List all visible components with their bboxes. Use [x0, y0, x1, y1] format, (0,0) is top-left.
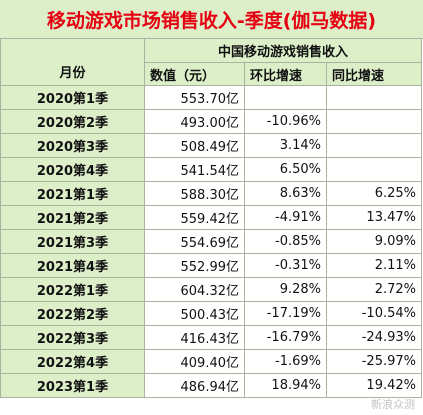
- yoy-cell: 13.47%: [326, 205, 422, 230]
- table-row: 2023第1季 486.94亿 18.94% 19.42%: [0, 373, 422, 398]
- yoy-cell: [326, 157, 422, 182]
- table-row: 2021第2季 559.42亿 -4.91% 13.47%: [0, 205, 422, 230]
- qoq-cell: -0.85%: [244, 229, 327, 254]
- table-row: 2022第3季 416.43亿 -16.79% -24.93%: [0, 325, 422, 350]
- period-cell: 2020第3季: [0, 133, 145, 158]
- group-header: 中国移动游戏销售收入: [144, 38, 422, 63]
- value-cell: 588.30亿: [144, 181, 245, 206]
- yoy-cell: -24.93%: [326, 325, 422, 350]
- yoy-cell: 19.42%: [326, 373, 422, 398]
- value-header: 数值（元）: [144, 62, 245, 86]
- qoq-cell: -10.96%: [244, 109, 327, 134]
- value-cell: 559.42亿: [144, 205, 245, 230]
- qoq-cell: [244, 85, 327, 110]
- yoy-cell: [326, 109, 422, 134]
- qoq-header: 环比增速: [244, 62, 327, 86]
- qoq-cell: -16.79%: [244, 325, 327, 350]
- period-cell: 2020第4季: [0, 157, 145, 182]
- table-row: 2020第1季 553.70亿: [0, 85, 422, 110]
- qoq-cell: 9.28%: [244, 277, 327, 302]
- qoq-cell: -0.31%: [244, 253, 327, 278]
- header-row-columns: 数值（元） 环比增速 同比增速: [1, 62, 422, 86]
- table-row: 2022第1季 604.32亿 9.28% 2.72%: [0, 277, 422, 302]
- value-cell: 554.69亿: [144, 229, 245, 254]
- value-cell: 493.00亿: [144, 109, 245, 134]
- qoq-cell: -4.91%: [244, 205, 327, 230]
- yoy-cell: 2.11%: [326, 253, 422, 278]
- revenue-table: 月份 中国移动游戏销售收入 数值（元） 环比增速 同比增速 2020第1季 553…: [0, 38, 422, 398]
- table-row: 2022第4季 409.40亿 -1.69% -25.97%: [0, 349, 422, 374]
- value-cell: 552.99亿: [144, 253, 245, 278]
- value-cell: 500.43亿: [144, 301, 245, 326]
- period-cell: 2021第1季: [0, 181, 145, 206]
- value-cell: 416.43亿: [144, 325, 245, 350]
- table-row: 2022第2季 500.43亿 -17.19% -10.54%: [0, 301, 422, 326]
- yoy-cell: [326, 133, 422, 158]
- period-cell: 2022第2季: [0, 301, 145, 326]
- period-cell: 2022第3季: [0, 325, 145, 350]
- yoy-cell: 9.09%: [326, 229, 422, 254]
- yoy-cell: -10.54%: [326, 301, 422, 326]
- yoy-header: 同比增速: [326, 62, 422, 86]
- qoq-cell: 6.50%: [244, 157, 327, 182]
- qoq-cell: -1.69%: [244, 349, 327, 374]
- value-cell: 604.32亿: [144, 277, 245, 302]
- header-row-group: 月份 中国移动游戏销售收入: [0, 38, 422, 86]
- value-cell: 541.54亿: [144, 157, 245, 182]
- period-cell: 2023第1季: [0, 373, 145, 398]
- period-cell: 2021第2季: [0, 205, 145, 230]
- qoq-cell: 8.63%: [244, 181, 327, 206]
- table-row: 2021第4季 552.99亿 -0.31% 2.11%: [0, 253, 422, 278]
- watermark-text: 新浪众测: [371, 398, 415, 411]
- value-cell: 486.94亿: [144, 373, 245, 398]
- yoy-cell: [326, 85, 422, 110]
- table-row: 2021第1季 588.30亿 8.63% 6.25%: [0, 181, 422, 206]
- yoy-cell: 6.25%: [326, 181, 422, 206]
- table-row: 2021第3季 554.69亿 -0.85% 9.09%: [0, 229, 422, 254]
- yoy-cell: -25.97%: [326, 349, 422, 374]
- value-cell: 553.70亿: [144, 85, 245, 110]
- qoq-cell: 3.14%: [244, 133, 327, 158]
- qoq-cell: -17.19%: [244, 301, 327, 326]
- table-row: 2020第3季 508.49亿 3.14%: [0, 133, 422, 158]
- period-cell: 2021第4季: [0, 253, 145, 278]
- period-cell: 2022第1季: [0, 277, 145, 302]
- period-cell: 2020第2季: [0, 109, 145, 134]
- yoy-cell: 2.72%: [326, 277, 422, 302]
- table-title: 移动游戏市场销售收入-季度(伽马数据): [0, 0, 423, 39]
- period-cell: 2022第4季: [0, 349, 145, 374]
- table-row: 2020第2季 493.00亿 -10.96%: [0, 109, 422, 134]
- qoq-cell: 18.94%: [244, 373, 327, 398]
- period-cell: 2021第3季: [0, 229, 145, 254]
- period-cell: 2020第1季: [0, 85, 145, 110]
- table-row: 2020第4季 541.54亿 6.50%: [0, 157, 422, 182]
- value-cell: 508.49亿: [144, 133, 245, 158]
- value-cell: 409.40亿: [144, 349, 245, 374]
- month-header: 月份: [0, 38, 145, 86]
